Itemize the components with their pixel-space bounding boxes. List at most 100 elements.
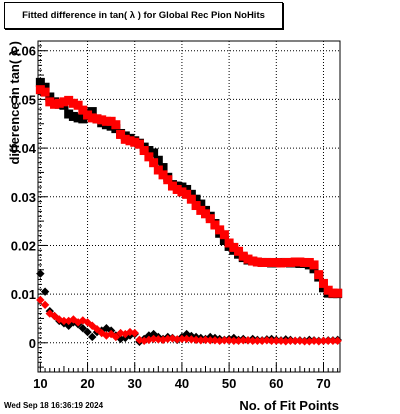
data-point [333,288,343,298]
data-point [333,336,342,346]
data-point [125,136,135,146]
data-point [182,189,192,199]
data-point [295,257,305,267]
data-point [186,194,196,204]
data-point [130,137,140,147]
data-point [206,336,215,345]
data-point [40,287,50,296]
y-tick-label: 0.06 [11,44,36,59]
data-point [177,334,187,344]
data-point [45,97,55,107]
data-point [267,336,276,346]
data-point [130,328,139,338]
data-point [271,257,281,267]
y-axis-title: difference in tan( λ ) [7,41,22,165]
data-point [323,285,333,295]
x-tick-label: 20 [80,376,94,391]
data-point [205,214,215,224]
x-axis-title: No. of Fit Points [239,398,339,413]
series-3 [36,295,342,346]
data-point [64,95,74,105]
data-point [149,329,158,339]
axis-ticks [38,40,339,372]
data-point [111,332,121,342]
data-point [177,182,187,192]
x-tick-labels: 10 20 30 40 50 60 70 [33,376,331,391]
data-point [300,337,309,346]
data-point [144,152,154,162]
y-tick-labels: 0 0.01 0.02 0.03 0.04 0.05 0.06 [11,44,37,351]
data-point [149,334,158,344]
data-point [116,129,126,139]
data-point [153,165,163,175]
data-point [68,98,78,108]
data-point [40,82,50,92]
data-point [239,336,248,345]
x-tick-label: 40 [175,376,189,391]
data-point [144,146,154,156]
data-point [191,335,201,345]
data-point [290,336,300,346]
data-point [243,336,253,345]
data-point [186,189,196,199]
data-point [281,337,290,346]
data-point [219,230,229,240]
data-point [286,336,295,346]
datestamp: Wed Sep 18 16:36:19 2024 [4,401,104,410]
data-point [92,324,102,334]
data-point [210,336,220,345]
data-point [163,175,173,185]
data-point [144,331,154,340]
data-point [36,295,45,305]
data-point [187,335,196,344]
data-point [220,336,229,345]
data-point [201,209,211,219]
data-point [158,163,168,173]
data-point [158,170,168,180]
data-point [276,336,286,346]
y-tick-label: 0.01 [11,287,36,302]
data-point [253,336,262,346]
data-point [177,187,187,197]
data-point [158,335,168,345]
data-point [153,155,163,165]
data-point [97,115,107,125]
data-point [314,270,324,280]
data-point [78,323,88,333]
data-point [210,220,220,230]
data-point [309,260,319,270]
data-point [106,116,116,126]
data-point [59,97,69,107]
data-point [215,336,224,346]
data-point [36,269,45,278]
data-point [285,257,295,267]
data-point [106,121,116,131]
y-tick-label: 0 [29,336,36,351]
data-point [314,337,323,346]
data-point [328,336,338,346]
data-point [149,148,159,158]
data-point [238,251,248,261]
data-point [73,113,83,123]
data-point [167,181,177,191]
data-point [262,257,272,267]
data-point [243,254,253,264]
data-point [234,246,244,256]
data-point [182,334,191,344]
data-point [328,288,338,298]
data-point [78,114,88,124]
data-point [88,332,97,342]
data-point [182,329,191,339]
data-point [318,278,328,288]
data-point [300,257,310,267]
data-point [40,300,50,310]
data-point [92,114,102,124]
data-point [262,336,272,345]
data-point [182,184,192,194]
data-point [173,335,182,344]
x-tick-label: 30 [128,376,142,391]
data-point [252,257,262,267]
data-point [295,336,305,346]
data-point [196,205,206,215]
